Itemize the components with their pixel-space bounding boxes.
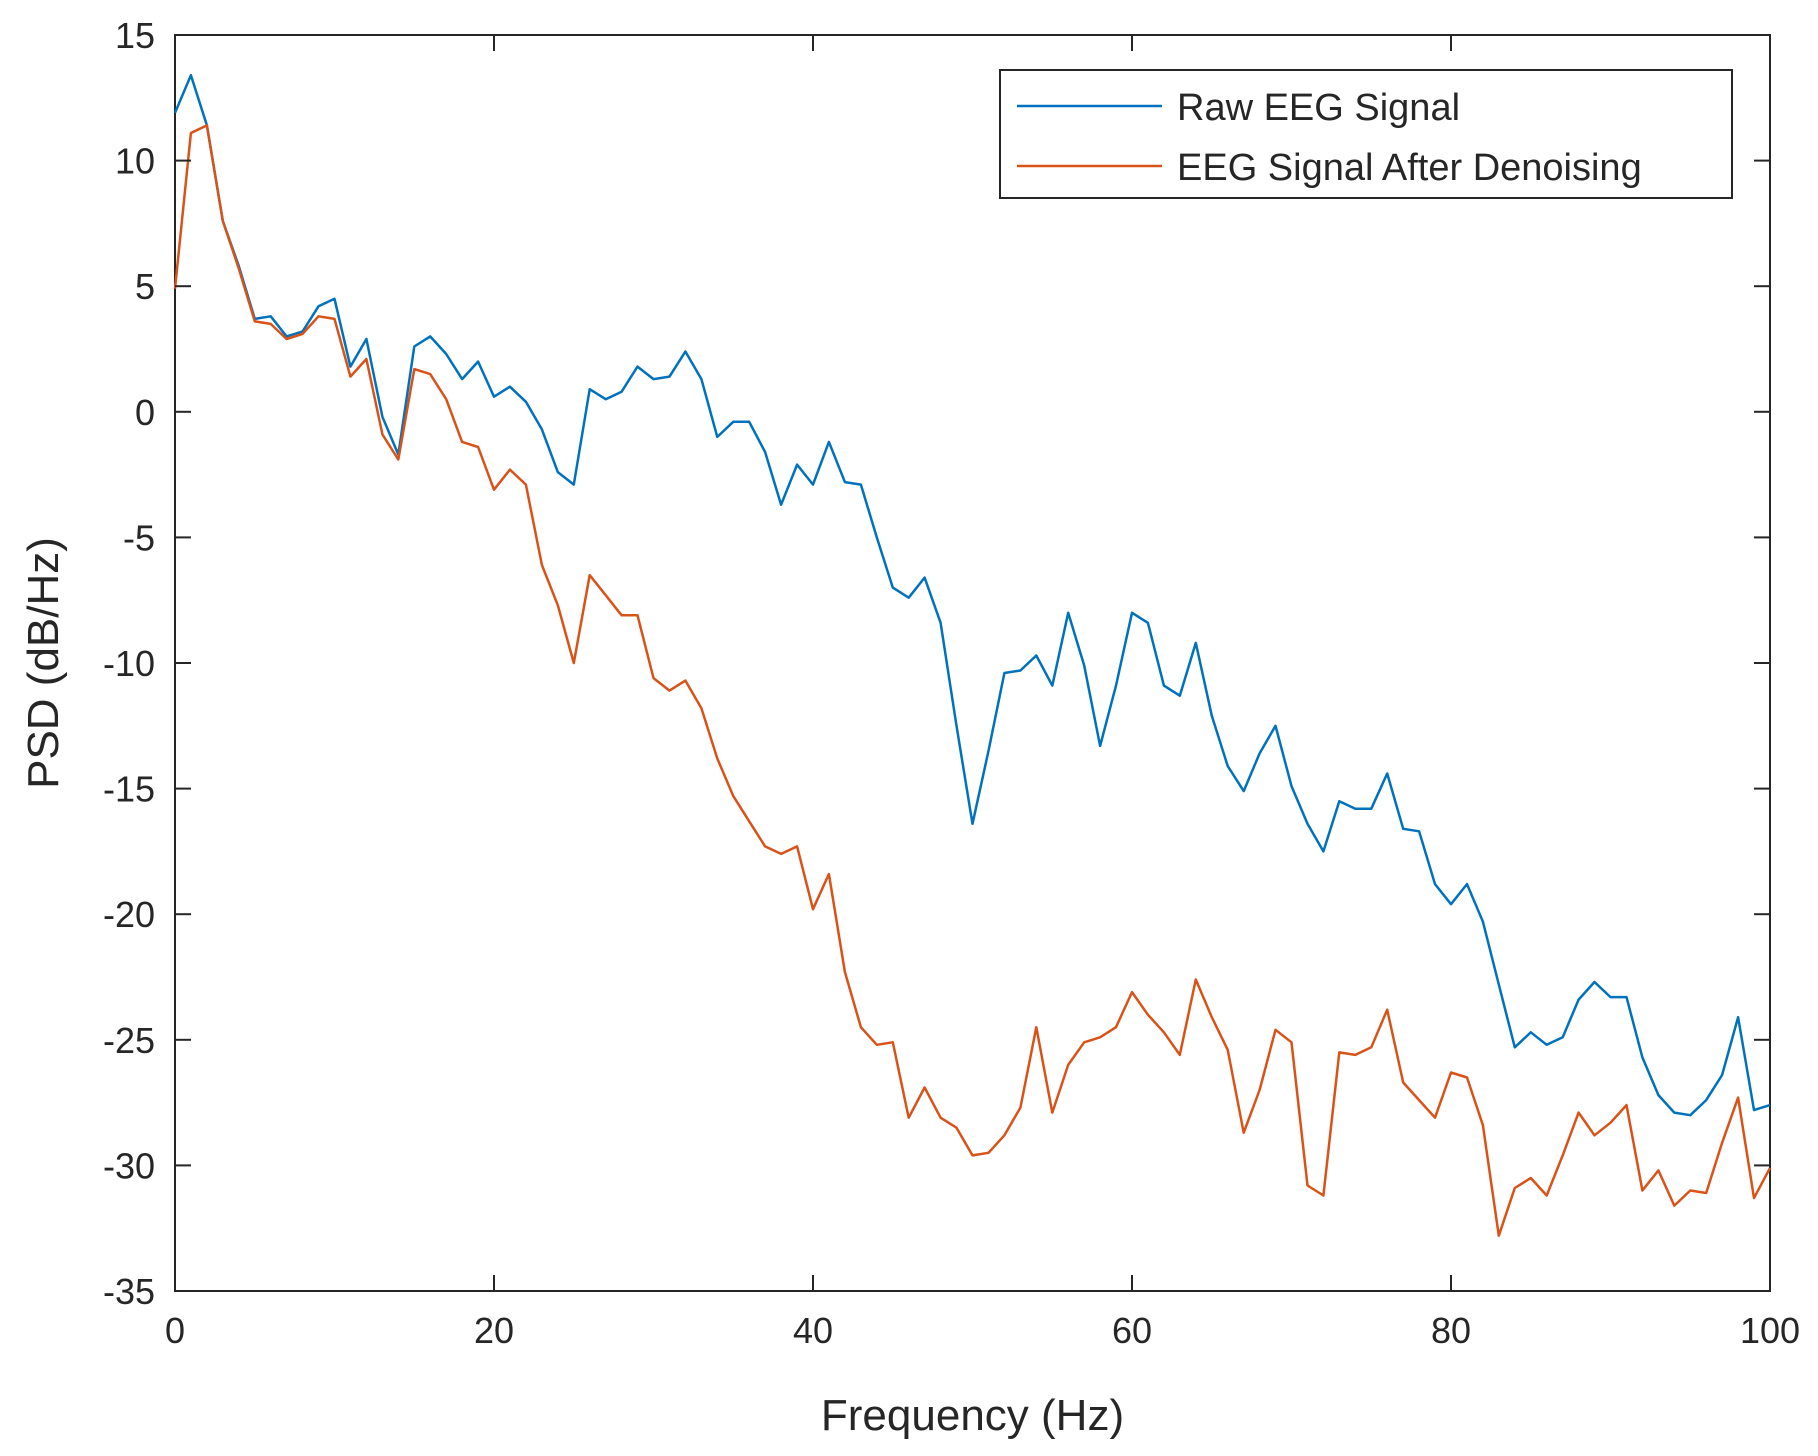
- y-tick-label: -25: [103, 1020, 155, 1061]
- y-tick-label: -10: [103, 643, 155, 684]
- y-tick-label: -15: [103, 769, 155, 810]
- x-tick-label: 80: [1431, 1310, 1471, 1351]
- series-layer: [173, 73, 1772, 1237]
- y-tick-label: 5: [135, 266, 155, 307]
- x-axis-label: Frequency (Hz): [821, 1391, 1124, 1440]
- x-tick-label: 100: [1740, 1310, 1800, 1351]
- plot-area: 0 20 40 60 80 100 15 10 5 0 -5 -10 -15 -20 -25 -30 -35: [103, 15, 1800, 1351]
- x-tick-label: 0: [165, 1310, 185, 1351]
- tick-layer: 0 20 40 60 80 100 15 10 5 0 -5 -10 -15 -20 -25 -30 -35: [103, 15, 1800, 1351]
- y-tick-label: 0: [135, 392, 155, 433]
- legend-label-raw: Raw EEG Signal: [1177, 87, 1460, 129]
- y-tick-label: 15: [115, 15, 155, 56]
- axes-box: [174, 34, 1771, 1292]
- legend-box: [999, 69, 1733, 199]
- y-tick-label: -30: [103, 1145, 155, 1186]
- y-tick-label: -5: [123, 517, 155, 558]
- y-tick-label: 10: [115, 141, 155, 182]
- legend: Raw EEG Signal EEG Signal After Denoisin…: [999, 69, 1733, 199]
- legend-label-denoised: EEG Signal After Denoising: [1177, 147, 1642, 189]
- x-tick-label: 40: [793, 1310, 833, 1351]
- x-tick-label: 60: [1112, 1310, 1152, 1351]
- y-tick-label: -20: [103, 894, 155, 935]
- series-line-denoised: [173, 124, 1772, 1237]
- x-tick-label: 20: [474, 1310, 514, 1351]
- y-axis-label: PSD (dB/Hz): [19, 537, 68, 789]
- y-tick-label: -35: [103, 1271, 155, 1312]
- series-line-raw: [173, 73, 1771, 1117]
